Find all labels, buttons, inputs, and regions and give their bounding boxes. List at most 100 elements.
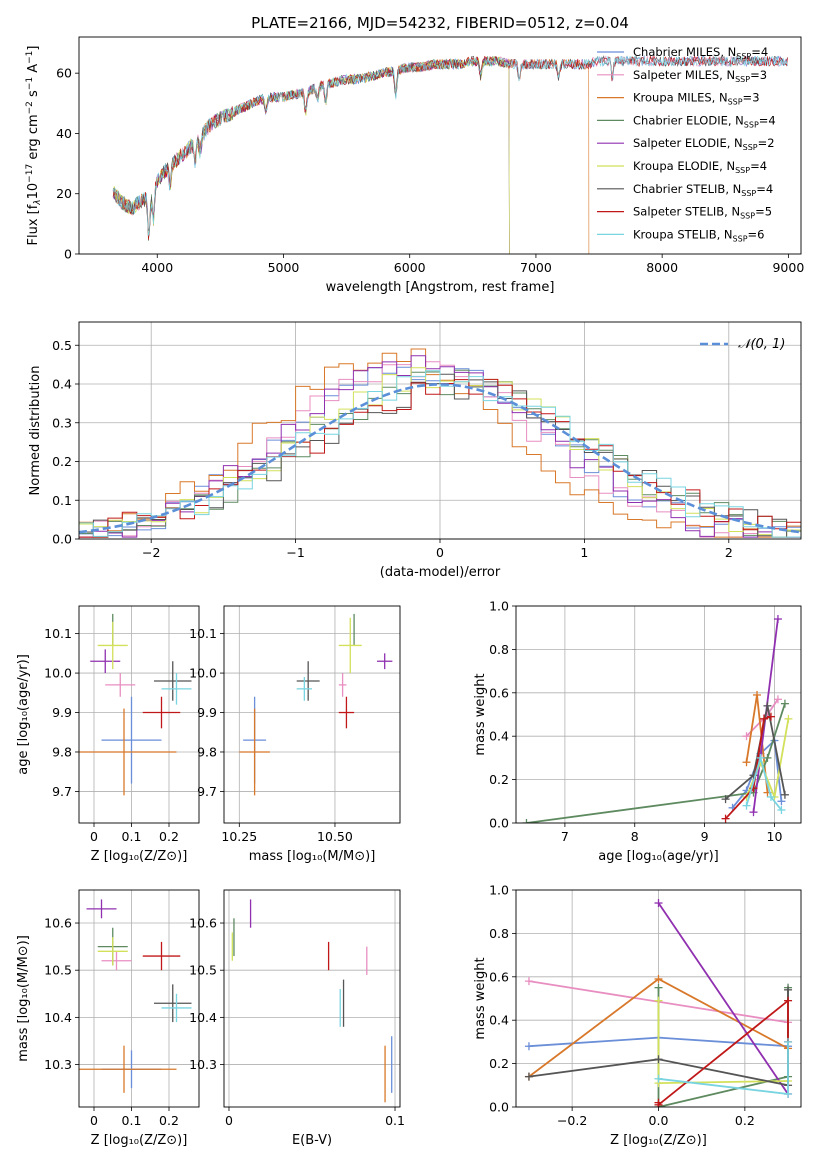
data-point bbox=[296, 661, 320, 701]
legend-nssp-sub: SSP bbox=[741, 189, 756, 198]
y-tick-label: 10.0 bbox=[44, 666, 72, 681]
y-tick-label: 20 bbox=[56, 186, 72, 201]
data-point bbox=[105, 673, 136, 697]
mass-vs-age-plot-area bbox=[239, 613, 393, 796]
legend-nssp-prefix: , N bbox=[719, 68, 735, 82]
y-tick-label: 0.0 bbox=[489, 816, 509, 831]
x-tick-label: 0.2 bbox=[735, 1113, 755, 1128]
y-axis-label-part: λ bbox=[33, 199, 43, 205]
y-tick-label: 0 bbox=[64, 247, 72, 262]
y-axis-label-part: erg cm bbox=[26, 114, 41, 163]
x-tick-label: 0.1 bbox=[122, 1113, 142, 1128]
y-tick-label: 0.8 bbox=[489, 926, 509, 941]
legend-nssp-prefix: , N bbox=[720, 45, 736, 59]
weight-marker bbox=[773, 695, 782, 704]
data-point bbox=[161, 993, 192, 1023]
y-axis-label: Normed distribution bbox=[28, 366, 43, 496]
data-point bbox=[90, 649, 121, 674]
weight-marker bbox=[654, 974, 663, 983]
x-axis-label: age [log₁₀(age/yr)] bbox=[598, 849, 719, 864]
x-tick-label: 9 bbox=[701, 829, 709, 844]
y-tick-label: 10.5 bbox=[189, 963, 217, 978]
legend-nssp-prefix: , N bbox=[727, 136, 743, 150]
y-axis-label: mass weight bbox=[473, 957, 488, 1039]
y-axis-label-part: Flux [f bbox=[26, 204, 41, 245]
x-tick-label: 8000 bbox=[646, 260, 678, 275]
weight-series-line bbox=[745, 754, 783, 811]
legend-entry: 𝒩(0, 1) bbox=[738, 337, 785, 352]
data-point bbox=[154, 984, 192, 1023]
age-vs-weight-frame bbox=[515, 605, 802, 824]
weight-marker bbox=[742, 801, 751, 810]
spectrum-frame bbox=[78, 36, 802, 255]
weight-marker bbox=[784, 996, 793, 1005]
legend-nssp-sub: SSP bbox=[735, 75, 750, 84]
legend-label: Chabrier ELODIE bbox=[633, 113, 728, 127]
chart-title: PLATE=2166, MJD=54232, FIBERID=0512, z=0… bbox=[251, 14, 629, 32]
x-tick-label: 1 bbox=[580, 545, 588, 560]
y-tick-label: 10.4 bbox=[189, 1010, 217, 1025]
y-tick-label: 10.0 bbox=[189, 666, 217, 681]
y-tick-label: 1.0 bbox=[489, 599, 509, 614]
x-tick-label: 8 bbox=[631, 829, 639, 844]
z-vs-mass-frame bbox=[78, 889, 200, 1108]
y-axis-label: age [log₁₀(age/yr)] bbox=[16, 654, 31, 775]
y-tick-label: 0.4 bbox=[52, 377, 72, 392]
weight-marker bbox=[763, 753, 772, 762]
data-point bbox=[97, 937, 128, 966]
x-tick-label: −1 bbox=[286, 545, 304, 560]
y-tick-label: 40 bbox=[56, 126, 72, 141]
y-axis-label-part: ] bbox=[26, 46, 41, 51]
y-tick-label: 10.6 bbox=[189, 916, 217, 931]
weight-marker bbox=[654, 983, 663, 992]
y-axis-label-part: −17 bbox=[25, 164, 35, 183]
legend-label: Kroupa MILES bbox=[633, 91, 712, 105]
weight-marker bbox=[654, 1074, 663, 1083]
ebv-vs-mass-plot-area bbox=[231, 899, 393, 1103]
legend-entry: Salpeter STELIB, NSSP=5 bbox=[633, 205, 772, 221]
legend-label: Salpeter STELIB bbox=[633, 205, 724, 219]
legend-nssp-prefix: , N bbox=[719, 159, 735, 173]
y-axis-label-part: 10 bbox=[26, 183, 41, 200]
weight-marker bbox=[721, 814, 730, 823]
y-tick-label: 10.3 bbox=[44, 1057, 72, 1072]
weight-series-line bbox=[657, 902, 789, 1095]
legend-nssp-value: 6 bbox=[757, 227, 764, 241]
data-point bbox=[377, 653, 393, 670]
y-tick-label: 0.2 bbox=[52, 454, 72, 469]
legend-label: Chabrier MILES bbox=[633, 45, 720, 59]
legend-nssp-prefix: , N bbox=[724, 205, 740, 219]
weight-marker bbox=[756, 753, 765, 762]
weight-marker bbox=[524, 977, 533, 986]
weight-marker bbox=[777, 797, 786, 806]
spectrum-line bbox=[112, 55, 788, 236]
age-vs-weight-axes: 7 8 9 10 0.0 0.2 0.4 0.6 0.8 1.0 bbox=[489, 599, 801, 844]
legend-label: Salpeter MILES bbox=[633, 68, 719, 82]
x-tick-label: 2 bbox=[725, 545, 733, 560]
mass-vs-age-axes: 10.25 10.50 9.7 9.8 9.9 10.0 10.1 bbox=[189, 606, 400, 844]
legend-nssp-eq: = bbox=[758, 136, 768, 150]
legend-nssp-sub: SSP bbox=[733, 234, 748, 243]
mass-vs-age-frame bbox=[223, 605, 401, 824]
legend-nssp-eq: = bbox=[743, 91, 753, 105]
weight-marker bbox=[773, 615, 782, 624]
x-axis-label: mass [log₁₀(M/M⊙)] bbox=[249, 849, 376, 864]
y-tick-label: 9.9 bbox=[197, 705, 217, 720]
legend-label: Chabrier STELIB bbox=[633, 182, 725, 196]
legend-label: Kroupa ELODIE bbox=[633, 159, 719, 173]
legend-nssp-eq: = bbox=[756, 182, 766, 196]
weight-marker bbox=[766, 712, 775, 721]
weight-marker bbox=[780, 790, 789, 799]
data-point bbox=[296, 677, 312, 701]
x-tick-label: 6000 bbox=[394, 260, 426, 275]
y-tick-label: 0.2 bbox=[489, 1056, 509, 1071]
x-tick-label: 0 bbox=[90, 1113, 98, 1128]
x-tick-label: 0 bbox=[90, 829, 98, 844]
y-tick-label: 9.7 bbox=[197, 784, 217, 799]
ebv-vs-mass-frame bbox=[223, 889, 401, 1108]
data-point bbox=[79, 708, 177, 796]
x-axis-label: E(B-V) bbox=[292, 1133, 332, 1148]
legend-entry: Kroupa ELODIE, NSSP=4 bbox=[633, 159, 767, 175]
weight-marker bbox=[721, 795, 730, 804]
y-tick-label: 9.8 bbox=[52, 744, 72, 759]
